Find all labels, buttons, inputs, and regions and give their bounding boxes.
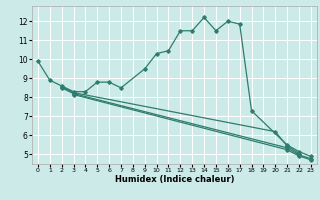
X-axis label: Humidex (Indice chaleur): Humidex (Indice chaleur) xyxy=(115,175,234,184)
